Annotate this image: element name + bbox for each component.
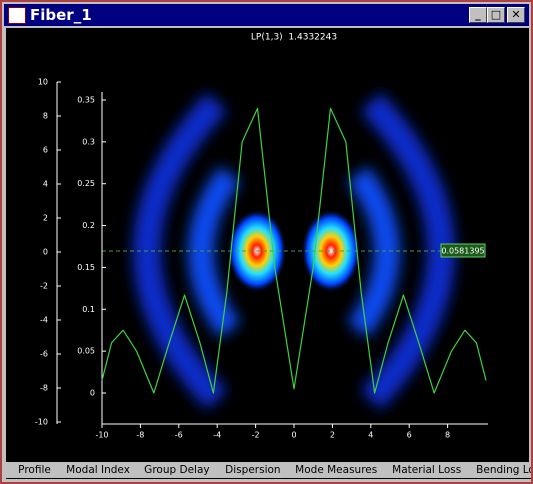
y2-tick-label: 0.35 bbox=[77, 96, 95, 105]
x-tick-label: -10 bbox=[95, 431, 108, 440]
window-icon bbox=[8, 7, 26, 24]
y2-tick-label: 0.15 bbox=[77, 263, 95, 272]
x-tick-label: 2 bbox=[330, 431, 335, 440]
tab[interactable]: Dispersion bbox=[209, 462, 291, 479]
maximize-button[interactable]: □ bbox=[487, 7, 505, 23]
x-tick-label: -6 bbox=[175, 431, 183, 440]
tab-label: Material Loss bbox=[392, 464, 462, 476]
tab[interactable]: Modal Index bbox=[50, 462, 140, 479]
y-tick-label: 10 bbox=[38, 78, 48, 87]
y2-tick-label: 0 bbox=[90, 389, 95, 398]
y2-tick-label: 0.1 bbox=[82, 305, 95, 314]
tab-strip: Profile Modal Index Group Delay Dispersion M… bbox=[6, 462, 531, 480]
y-tick-label: -10 bbox=[35, 418, 48, 427]
y-tick-label: 2 bbox=[43, 214, 48, 223]
y-tick-label: -2 bbox=[40, 282, 48, 291]
y-tick-label: 4 bbox=[43, 180, 48, 189]
y-tick-label: 6 bbox=[43, 146, 48, 155]
tab-label: Group Delay bbox=[144, 464, 211, 476]
x-tick-label: 8 bbox=[445, 431, 450, 440]
profile-line bbox=[101, 107, 487, 394]
cursor-value: 0.0581395 bbox=[441, 247, 484, 256]
y-tick-label: -8 bbox=[40, 384, 48, 393]
minimize-button[interactable]: _ bbox=[469, 7, 487, 23]
tab-label: Profile bbox=[18, 464, 51, 476]
x-tick-label: 0 bbox=[291, 431, 296, 440]
tab-label: Bending Loss bbox=[476, 464, 531, 476]
chart-title: LP(1,3) 1.4332243 bbox=[251, 33, 337, 43]
cursor-label-box bbox=[440, 243, 486, 258]
x-tick-label: -2 bbox=[252, 431, 260, 440]
y-tick-label: 0 bbox=[43, 248, 48, 257]
chart: 0.0581395 LP(1,3) 1.4332243 10 8 6 4 2 0 -2 -4 -… bbox=[6, 28, 529, 462]
x-tick-label: -8 bbox=[136, 431, 144, 440]
y2-tick-label: 0.3 bbox=[82, 137, 95, 146]
y-tick-label: 8 bbox=[43, 112, 48, 121]
y2-tick-label: 0.25 bbox=[77, 179, 95, 188]
window-title: Fiber_1 bbox=[30, 6, 92, 24]
y2-tick-label: 0.2 bbox=[82, 221, 95, 230]
y2-tick-label: 0.05 bbox=[77, 347, 95, 356]
tab-label: Modal Index bbox=[65, 464, 130, 476]
y-tick-label: -4 bbox=[40, 316, 48, 325]
tab-label: Dispersion bbox=[225, 464, 281, 476]
y-tick-label: -6 bbox=[40, 350, 48, 359]
tab[interactable]: Mode Measures bbox=[280, 462, 388, 479]
mode-lobe bbox=[301, 209, 361, 293]
tab[interactable]: Material Loss bbox=[377, 462, 472, 479]
tab-label: Mode Measures bbox=[295, 464, 378, 476]
tab[interactable]: Bending Loss bbox=[461, 462, 531, 479]
close-button[interactable]: ✕ bbox=[507, 7, 525, 23]
title-bar: Fiber_1 _ □ ✕ bbox=[4, 4, 529, 26]
x-tick-label: 6 bbox=[407, 431, 412, 440]
x-tick-label: -4 bbox=[213, 431, 221, 440]
tab[interactable]: Group Delay bbox=[129, 462, 220, 479]
x-tick-label: 4 bbox=[368, 431, 373, 440]
